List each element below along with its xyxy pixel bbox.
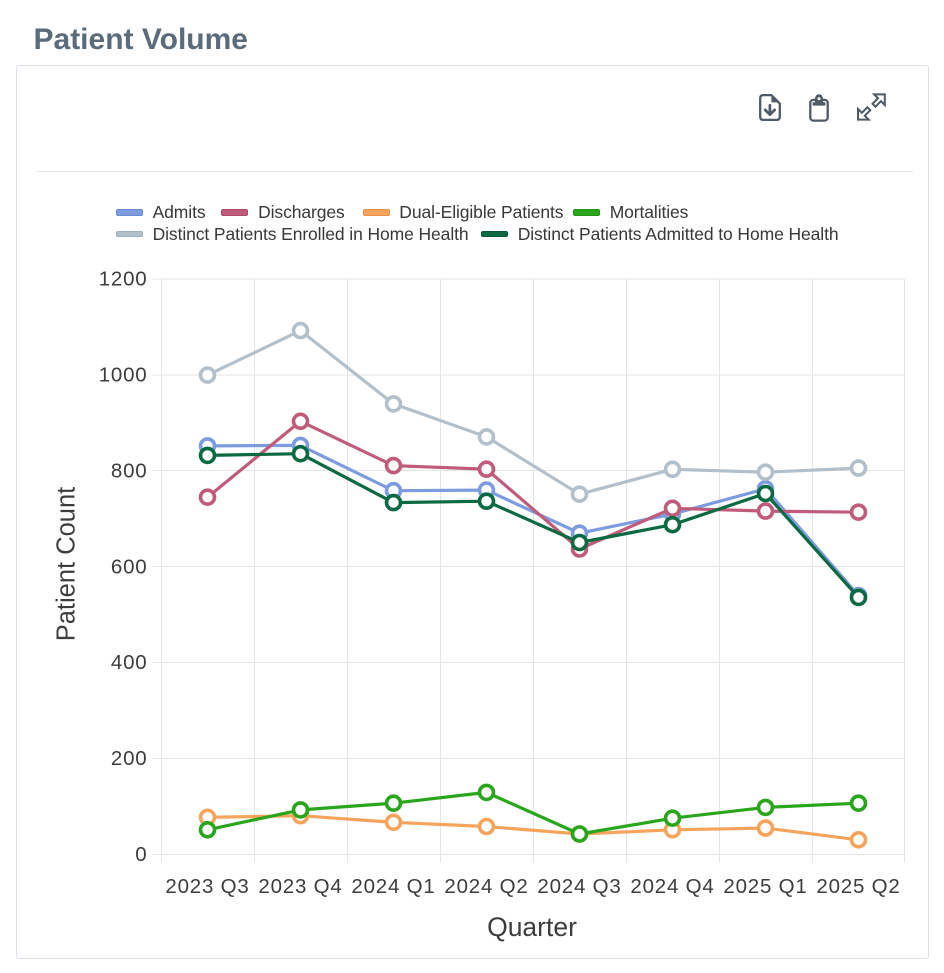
svg-text:Quarter: Quarter	[487, 912, 577, 942]
svg-text:2023 Q4: 2023 Q4	[258, 875, 342, 898]
svg-text:1000: 1000	[99, 363, 148, 386]
svg-text:2024 Q3: 2024 Q3	[537, 875, 621, 898]
svg-text:0: 0	[135, 843, 147, 866]
svg-text:1200: 1200	[99, 267, 148, 290]
svg-text:2025 Q2: 2025 Q2	[816, 875, 900, 898]
svg-text:800: 800	[111, 459, 148, 482]
svg-text:400: 400	[111, 651, 148, 674]
svg-text:2024 Q4: 2024 Q4	[630, 875, 714, 898]
svg-text:2024 Q2: 2024 Q2	[444, 875, 528, 898]
svg-text:2025 Q1: 2025 Q1	[723, 875, 807, 898]
svg-text:Patient Count: Patient Count	[53, 487, 81, 642]
svg-text:600: 600	[111, 555, 148, 578]
svg-text:200: 200	[111, 747, 148, 770]
svg-text:2023 Q3: 2023 Q3	[165, 875, 249, 898]
svg-text:2024 Q1: 2024 Q1	[351, 875, 435, 898]
